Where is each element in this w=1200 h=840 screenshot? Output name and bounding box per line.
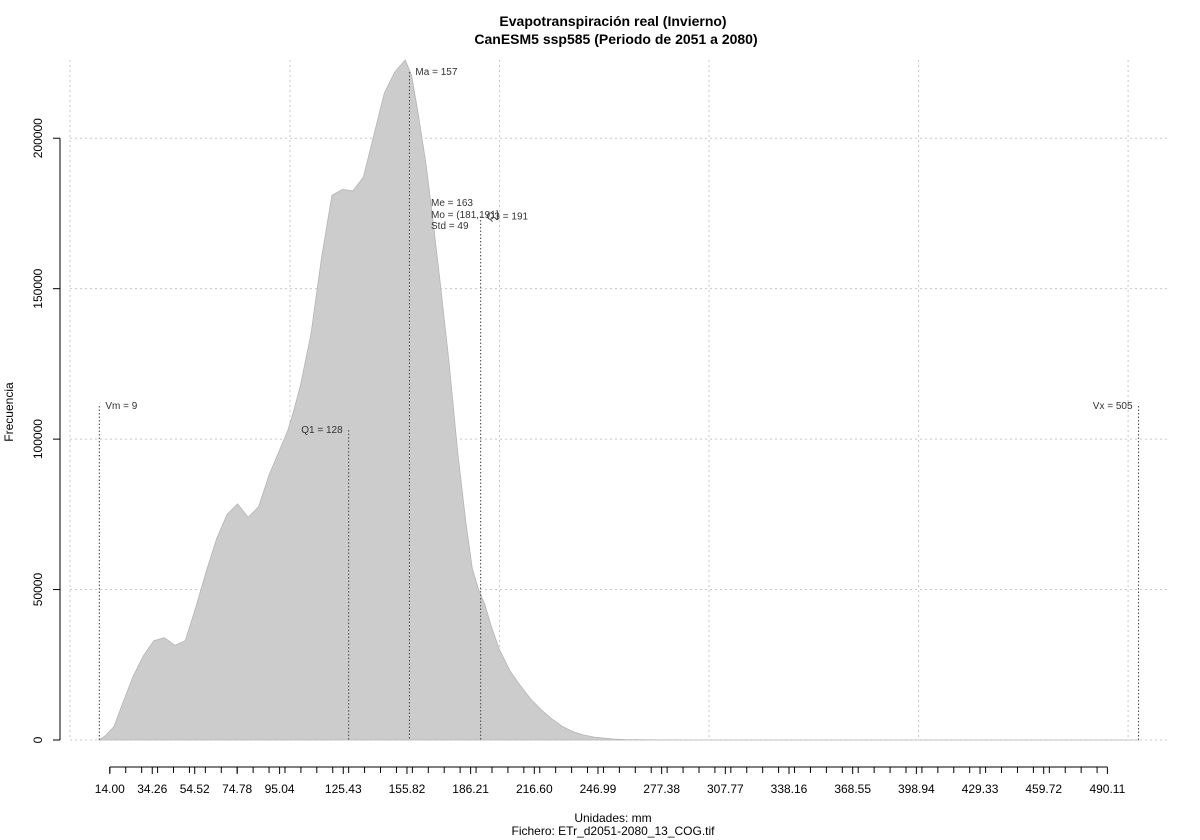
marker-label-2: Ma = 157	[415, 67, 457, 78]
x-tick-label-14: 398.94	[898, 782, 935, 796]
marker-label-1: Q1 = 128	[301, 425, 343, 436]
x-tick-label-15: 429.33	[962, 782, 999, 796]
x-tick-label-12: 338.16	[771, 782, 808, 796]
stat-markers: Vm = 9 Q1 = 128 Ma = 157 Q3 = 191 Vx = 505	[98, 67, 1140, 740]
x-tick-label-11: 307.77	[707, 782, 744, 796]
stat-std: Std = 49	[431, 221, 469, 232]
y-tick-label-1: 50000	[31, 573, 45, 607]
marker-label-0: Vm = 9	[105, 401, 137, 412]
frequency-area	[98, 59, 1139, 741]
x-tick-label-10: 277.38	[643, 782, 680, 796]
x-tick-label-4: 95.04	[265, 782, 295, 796]
marker-label-3: Q3 = 191	[487, 211, 529, 222]
x-axis: 14.00 34.26 54.52 74.78 95.04 125.43 155.82 186…	[95, 766, 1126, 796]
x-tick-label-13: 368.55	[834, 782, 871, 796]
x-tick-label-6: 155.82	[389, 782, 426, 796]
chart-title: Evapotranspiración real (Invierno)	[499, 13, 726, 29]
x-tick-label-7: 186.21	[452, 782, 489, 796]
y-tick-label-4: 200000	[31, 118, 45, 158]
x-tick-label-2: 54.52	[180, 782, 210, 796]
x-tick-label-3: 74.78	[222, 782, 252, 796]
y-axis: 0 50000 100000 150000 200000	[31, 118, 61, 743]
x-tick-label-1: 34.26	[137, 782, 167, 796]
y-axis-label: Frecuencia	[2, 382, 16, 442]
stats-annotation: Me = 163 Mo = (181,191] Std = 49	[431, 198, 499, 232]
x-tick-label-16: 459.72	[1025, 782, 1062, 796]
x-tick-label-0: 14.00	[95, 782, 125, 796]
file-label: Fichero: ETr_d2051-2080_13_COG.tif	[512, 824, 716, 838]
stat-mode: Mo = (181,191]	[431, 210, 499, 221]
x-tick-label-8: 216.60	[516, 782, 553, 796]
marker-label-4: Vx = 505	[1093, 401, 1133, 412]
x-tick-label-9: 246.99	[580, 782, 617, 796]
y-tick-label-3: 150000	[31, 268, 45, 308]
x-axis-label: Unidades: mm	[574, 811, 651, 825]
x-tick-label-5: 125.43	[325, 782, 362, 796]
y-tick-label-2: 100000	[31, 419, 45, 459]
stat-median: Me = 163	[431, 198, 473, 209]
chart-subtitle: CanESM5 ssp585 (Periodo de 2051 a 2080)	[474, 31, 757, 47]
x-tick-label-17: 490.11	[1089, 782, 1125, 796]
y-tick-label-0: 0	[31, 736, 45, 743]
